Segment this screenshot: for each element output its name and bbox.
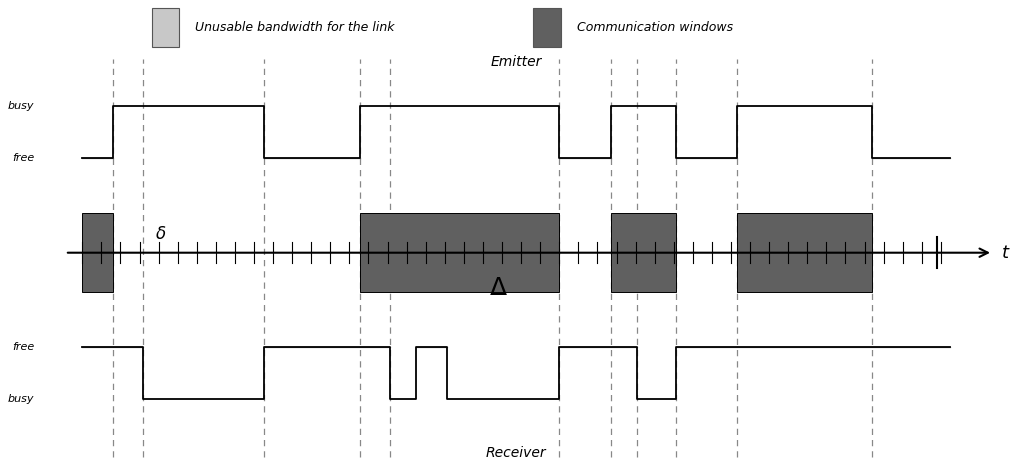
Bar: [151, 8, 179, 47]
Text: Receiver: Receiver: [486, 447, 546, 460]
Text: free: free: [12, 342, 35, 352]
Text: t: t: [1001, 244, 1008, 262]
Text: Δ: Δ: [490, 276, 507, 300]
Text: free: free: [12, 154, 35, 164]
Text: busy: busy: [8, 101, 35, 111]
Text: Communication windows: Communication windows: [576, 21, 733, 34]
Text: busy: busy: [8, 394, 35, 404]
Bar: [533, 8, 561, 47]
Bar: [82, 213, 112, 292]
Text: Emitter: Emitter: [490, 55, 541, 70]
Bar: [611, 213, 676, 292]
Text: Unusable bandwidth for the link: Unusable bandwidth for the link: [196, 21, 394, 34]
Bar: [737, 213, 872, 292]
Text: δ: δ: [156, 225, 166, 243]
Bar: [360, 213, 560, 292]
